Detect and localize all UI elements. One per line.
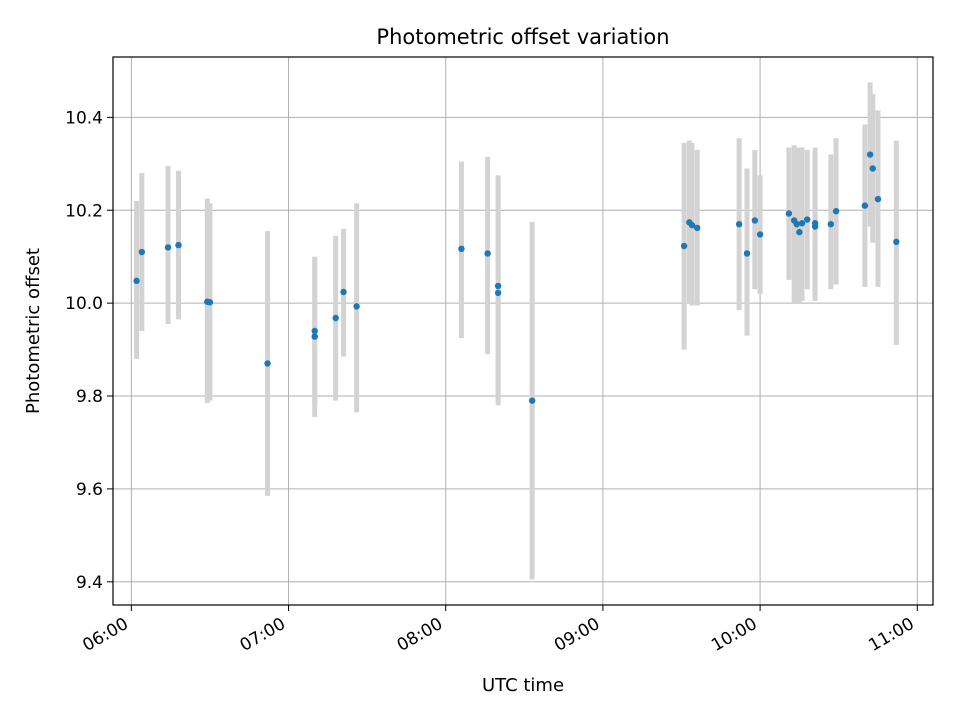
data-points [133,151,900,404]
data-point [353,303,360,310]
data-point [175,241,182,249]
data-point [861,202,869,209]
data-point [756,231,764,238]
data-point [893,238,900,246]
data-point [458,245,465,252]
y-tick-label: 9.6 [76,480,103,500]
y-tick-label: 10.0 [65,294,103,314]
data-point [694,224,701,232]
y-tick-label: 10.2 [65,201,103,221]
data-point [827,220,835,228]
data-point [832,207,840,215]
data-point [688,221,696,229]
data-point [866,151,874,158]
data-point [743,250,751,257]
data-point [528,397,536,404]
data-point [785,210,793,217]
plot-area-frame [112,56,934,606]
data-point [735,220,743,228]
data-point [680,242,688,250]
data-point [874,195,882,203]
data-point [793,220,800,228]
data-point [164,244,172,251]
data-point [133,277,140,285]
data-point [311,327,318,335]
data-point [264,360,271,367]
data-point [311,333,318,340]
data-point [796,228,803,236]
data-point [869,165,876,172]
y-tick-label: 9.8 [76,387,103,407]
data-point [332,314,339,322]
data-point [494,282,502,290]
data-point [804,216,811,223]
x-axis-label: UTC time [482,675,564,696]
y-tick-label: 10.4 [65,108,103,128]
data-point [751,217,759,224]
data-point [494,289,502,297]
y-axis-label: Photometric offset [23,248,44,414]
data-point [811,220,819,227]
data-point [340,288,347,296]
data-point [484,250,491,257]
y-tick-label: 9.4 [76,573,103,593]
y-axis-ticks: 9.4 9.6 9.8 10.0 10.2 10.4 [65,108,113,593]
data-point [206,299,214,306]
data-point [798,220,806,227]
data-point [138,248,146,256]
chart-title: Photometric offset variation [376,25,669,49]
